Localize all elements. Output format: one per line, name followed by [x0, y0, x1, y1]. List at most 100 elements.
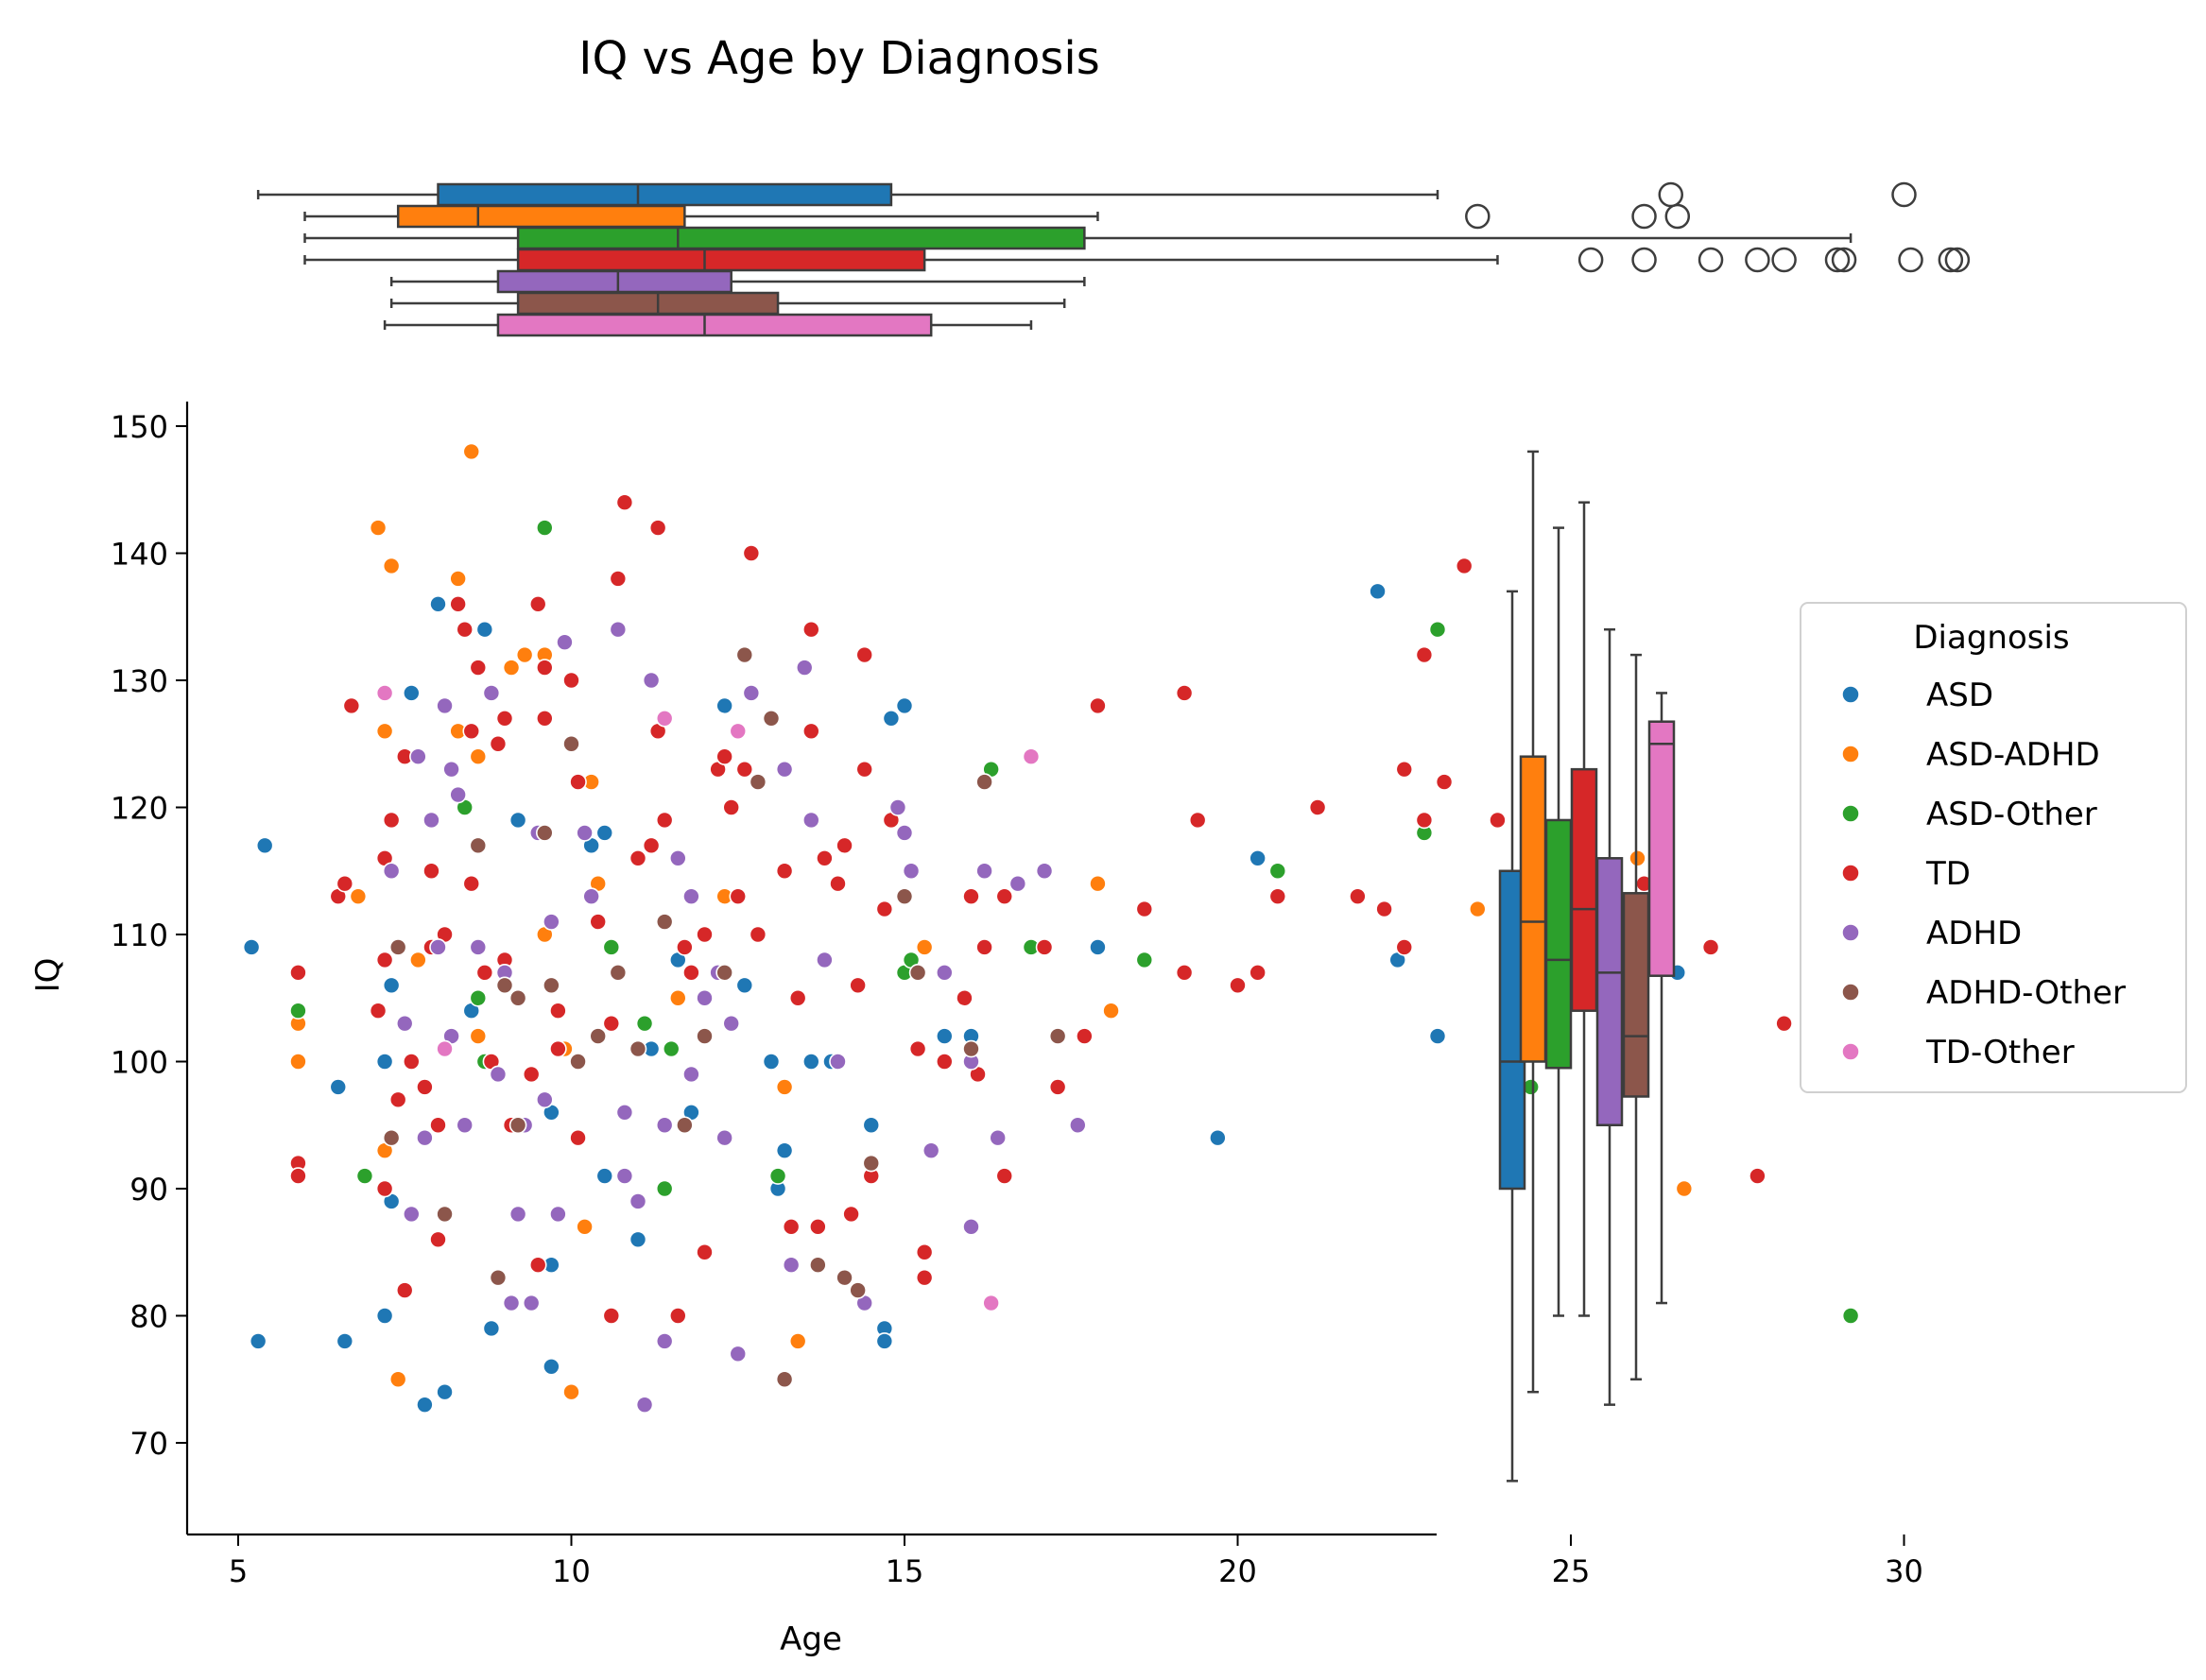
scatter-point: [409, 951, 427, 969]
scatter-point: [962, 1218, 980, 1236]
scatter-point: [1035, 938, 1054, 956]
scatter-point: [469, 1027, 488, 1045]
scatter-point: [696, 1243, 714, 1261]
outlier: [1771, 247, 1797, 273]
scatter-point: [682, 1065, 700, 1084]
scatter-point: [682, 887, 700, 905]
scatter-point: [556, 633, 574, 651]
scatter-point: [729, 1345, 748, 1363]
scatter-point: [375, 722, 394, 741]
scatter-point: [502, 659, 521, 677]
scatter-point: [508, 1116, 527, 1135]
scatter-point: [535, 519, 554, 537]
scatter-point: [1369, 582, 1387, 601]
legend-label: ASD-Other: [1926, 796, 2097, 833]
scatter-point: [1188, 811, 1207, 830]
y-tick-label: 70: [129, 1426, 168, 1462]
legend-marker: [1841, 864, 1860, 883]
scatter-point: [375, 1179, 394, 1198]
legend-marker: [1841, 923, 1860, 942]
y-axis-label: IQ: [29, 958, 67, 993]
scatter-point: [962, 1039, 980, 1058]
scatter-point: [429, 938, 447, 956]
y-tick-label: 80: [129, 1299, 168, 1335]
box: [496, 269, 732, 294]
scatter-point: [855, 645, 874, 664]
scatter-point: [829, 874, 847, 893]
scatter-point: [462, 722, 481, 741]
scatter-point: [762, 710, 781, 728]
scatter-point: [655, 710, 674, 728]
outlier: [1658, 181, 1683, 208]
scatter-point: [535, 659, 554, 677]
scatter-point: [1048, 1078, 1067, 1096]
scatter-point: [1349, 887, 1367, 905]
scatter-point: [816, 849, 834, 867]
scatter-point: [849, 976, 867, 995]
scatter-point: [1089, 874, 1107, 893]
scatter-point: [382, 557, 401, 575]
scatter-point: [422, 862, 440, 881]
legend-label: ADHD: [1926, 915, 2022, 952]
scatter-point: [395, 1281, 414, 1299]
scatter-point: [569, 1053, 587, 1071]
scatter-point: [668, 1307, 687, 1325]
scatter-point: [956, 988, 974, 1007]
scatter-point: [1229, 976, 1247, 995]
scatter-point: [855, 760, 874, 779]
scatter-point: [715, 747, 733, 766]
scatter-point: [543, 913, 560, 931]
x-tick-label: 5: [229, 1553, 248, 1589]
scatter-point: [801, 620, 820, 639]
scatter-point: [729, 722, 748, 741]
scatter-point: [535, 824, 554, 842]
scatter-point: [715, 964, 733, 982]
box: [1519, 755, 1547, 1063]
scatter-point: [249, 1332, 267, 1350]
scatter-point: [549, 1205, 567, 1224]
outlier: [1831, 247, 1857, 273]
scatter-point: [416, 1078, 434, 1096]
scatter-point: [749, 773, 767, 791]
outlier: [1898, 247, 1923, 273]
legend-item: ASD-Other: [1841, 796, 2097, 833]
scatter-points: [242, 442, 1967, 1414]
scatter-point: [836, 836, 853, 855]
scatter-point: [895, 824, 914, 842]
scatter-point: [1035, 862, 1054, 881]
scatter-point: [1089, 938, 1107, 956]
scatter-point: [635, 1014, 654, 1033]
scatter-point: [549, 1039, 567, 1058]
legend-frame: [1800, 602, 2187, 1093]
scatter-point: [615, 493, 634, 512]
scatter-point: [642, 836, 661, 855]
scatter-point: [442, 760, 460, 779]
scatter-point: [1629, 849, 1646, 867]
scatter-point: [775, 862, 794, 881]
scatter-point: [449, 570, 467, 588]
scatter-point: [995, 1167, 1014, 1185]
scatter-point: [655, 1179, 674, 1198]
outlier: [1938, 247, 1964, 273]
scatter-point: [782, 1256, 801, 1274]
scatter-point: [508, 988, 527, 1007]
x-axis-ticks: 510152025303540: [229, 1534, 1923, 1589]
scatter-point: [676, 938, 694, 956]
scatter-point: [882, 710, 901, 728]
scatter-point: [495, 976, 514, 995]
y-tick-label: 90: [129, 1172, 168, 1208]
scatter-point: [602, 1307, 621, 1325]
scatter-point: [388, 1090, 407, 1109]
age-boxplot: [383, 313, 1033, 337]
scatter-point: [801, 1053, 820, 1071]
scatter-point: [1048, 1027, 1067, 1045]
x-tick-label: 25: [1552, 1553, 1591, 1589]
scatter-point: [549, 1002, 567, 1020]
scatter-point: [1209, 1128, 1227, 1147]
scatter-point: [1135, 900, 1154, 918]
scatter-point: [775, 1141, 794, 1159]
scatter-point: [875, 1332, 894, 1350]
scatter-point: [742, 684, 761, 702]
scatter-point: [655, 1332, 674, 1350]
x-tick-label: 15: [886, 1553, 924, 1589]
